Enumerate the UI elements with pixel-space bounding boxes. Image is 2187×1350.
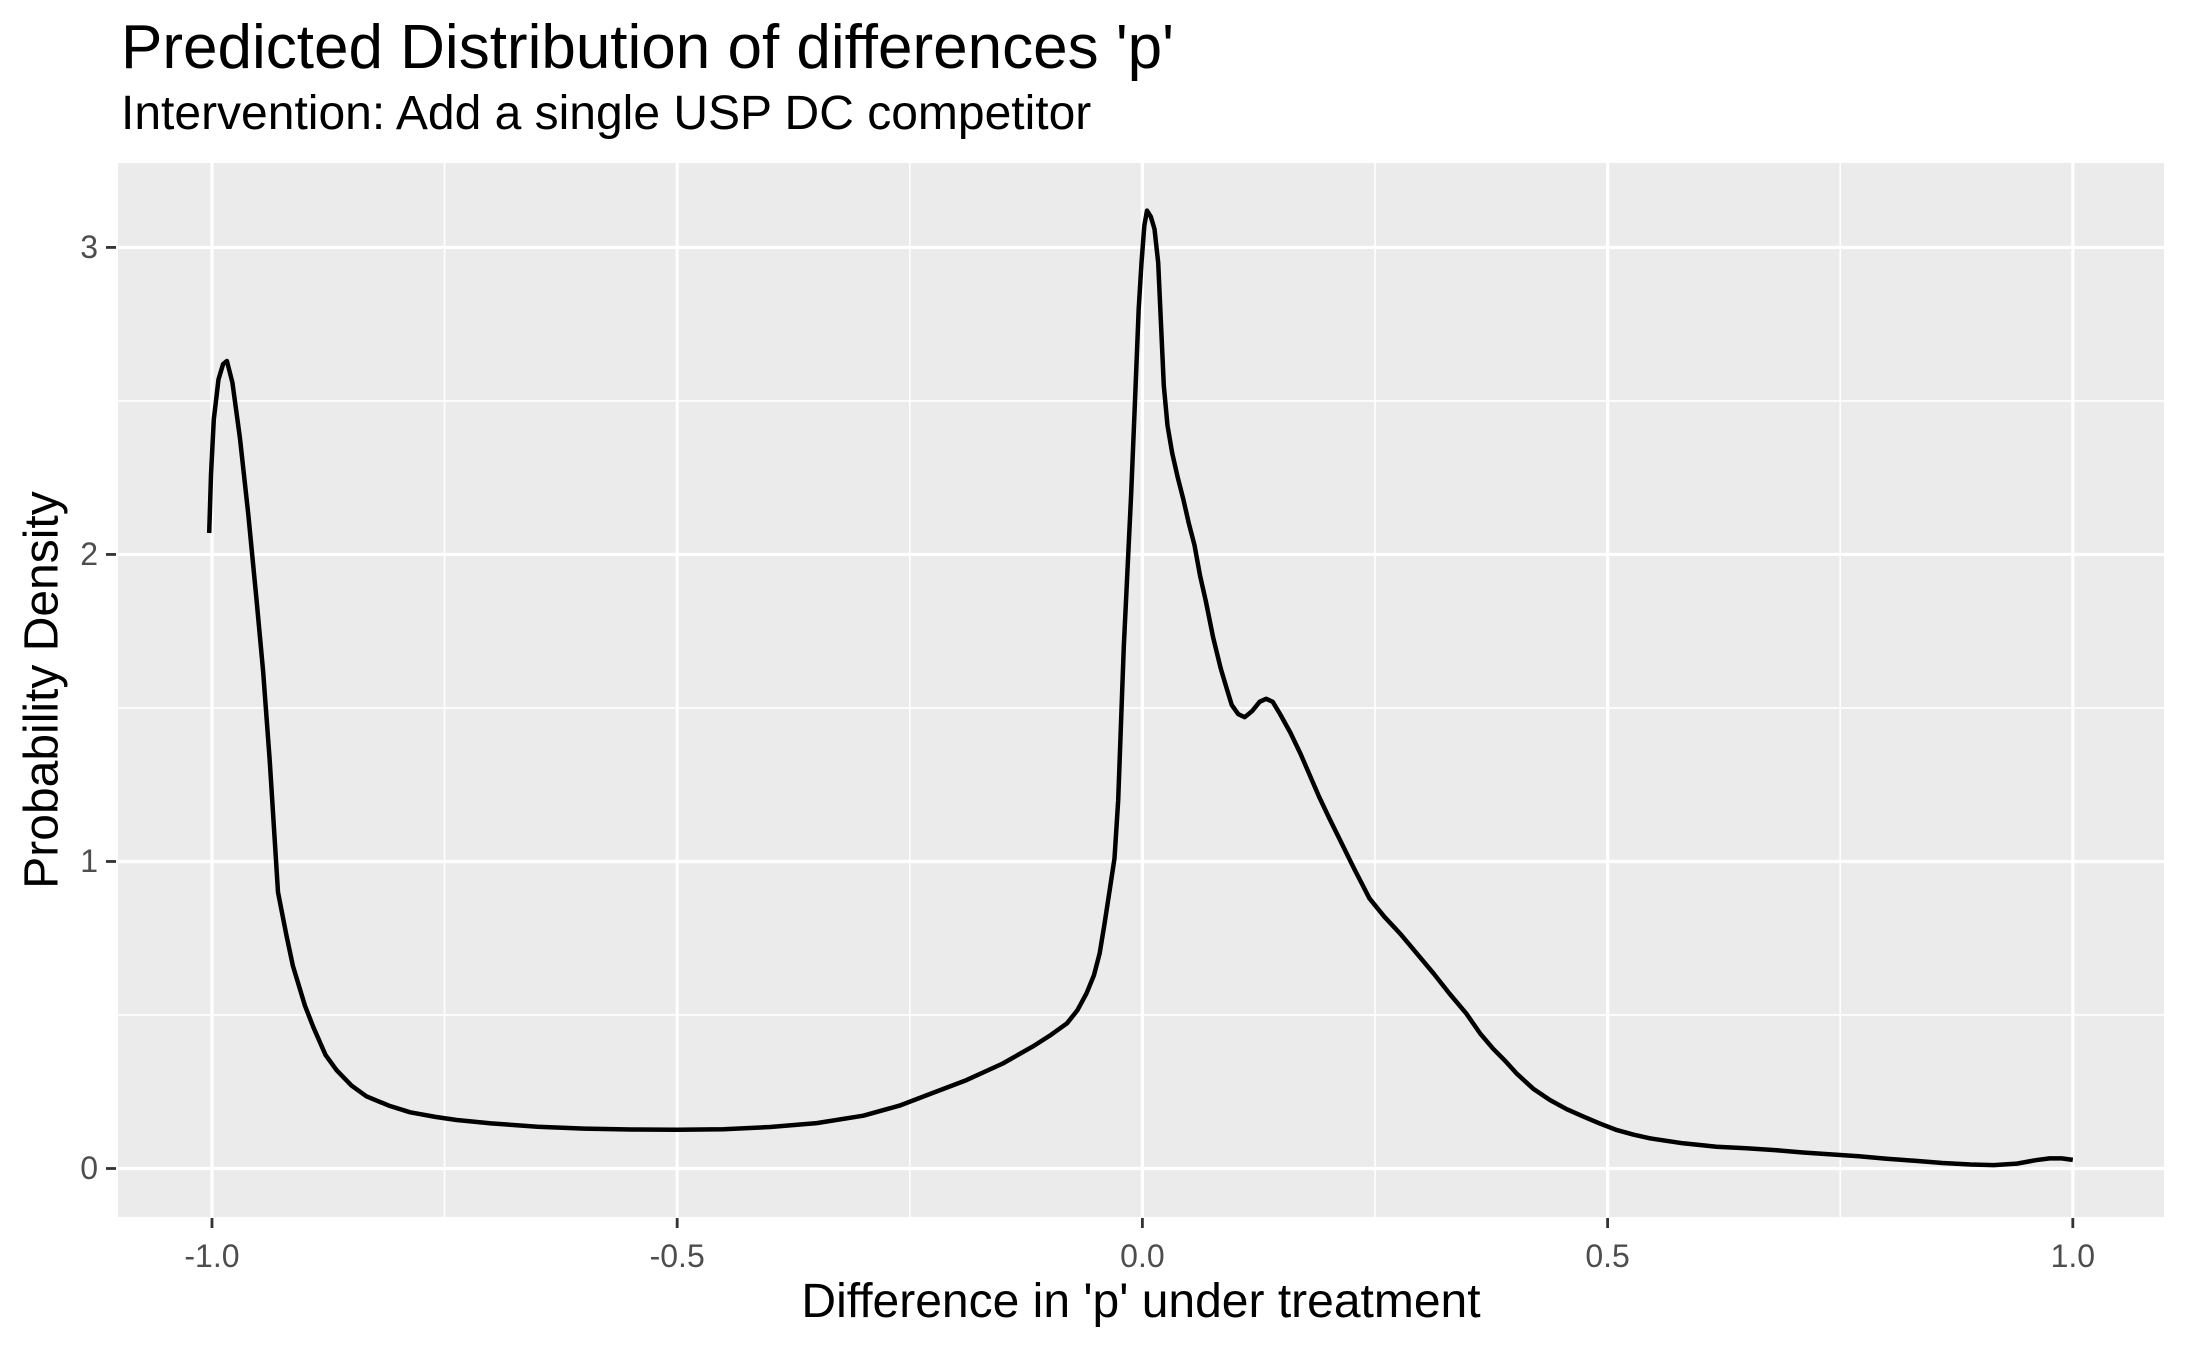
- density-curve: [206, 208, 2074, 1168]
- y-tick-label: 2: [80, 536, 98, 573]
- y-axis-title: Probability Density: [15, 491, 69, 889]
- x-tick-label: -1.0: [184, 1238, 240, 1274]
- x-tick-label: 1.0: [2050, 1238, 2096, 1274]
- plot-title: Predicted Distribution of differences 'p…: [121, 13, 1174, 82]
- x-tick-label: 0.5: [1585, 1238, 1630, 1274]
- x-tick-label: -0.5: [649, 1238, 705, 1274]
- x-tick-label: 0.0: [1120, 1238, 1165, 1274]
- y-tick-label: 1: [80, 843, 98, 880]
- plot-subtitle: Intervention: Add a single USP DC compet…: [121, 87, 1092, 140]
- y-tick-label: 3: [80, 229, 98, 266]
- y-tick-label: 0: [80, 1150, 98, 1187]
- x-axis-title: Difference in 'p' under treatment: [801, 1275, 1481, 1328]
